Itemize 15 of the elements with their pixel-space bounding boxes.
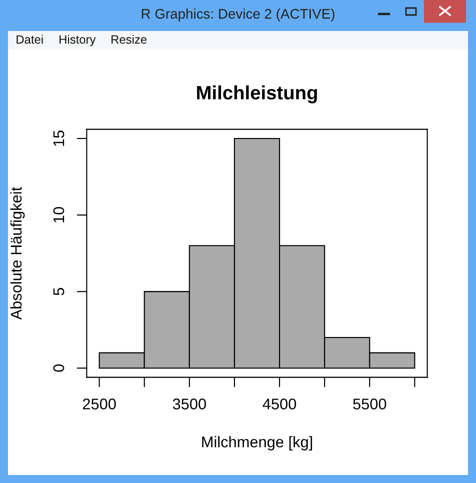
y-tick-label: 10 <box>53 207 64 222</box>
y-axis-title: Absolute Häufigkeit <box>10 186 25 320</box>
text: R Graphics: Device 2 (ACTIVE) <box>142 8 334 22</box>
x-tick-label: 3500 <box>172 398 206 410</box>
x-axis-title: Milchmenge [kg] <box>202 436 312 450</box>
text: Resize <box>112 34 147 44</box>
chart-title: Milchleistung <box>197 85 317 104</box>
text: Datei <box>16 34 43 44</box>
x-tick-label: 4500 <box>262 398 296 410</box>
y-tick-label: 0 <box>53 364 64 372</box>
y-tick-label: 15 <box>53 130 64 146</box>
y-tick-label: 5 <box>53 288 64 296</box>
text: History <box>60 34 96 46</box>
x-tick-label: 5500 <box>353 398 386 410</box>
x-tick-label: 2500 <box>82 398 116 410</box>
